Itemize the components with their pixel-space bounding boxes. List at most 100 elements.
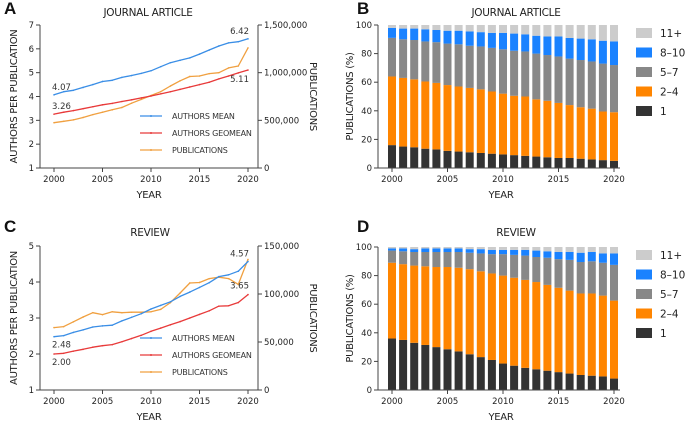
x-tick-label: 2000	[43, 175, 65, 185]
bar-segment-11plus	[465, 247, 474, 250]
x-tick-label: 2000	[381, 175, 403, 185]
chart-title: REVIEW	[130, 227, 170, 239]
panel-c: C REVIEW 1 2 3 4 5 0 50,000 100,000 150,000 2000 200…	[4, 217, 318, 423]
value-annotation: 4.57	[230, 249, 249, 259]
bar-segment-5-7	[510, 254, 519, 278]
y2-tick-label: 0	[264, 164, 269, 174]
y2-tick-label: 500,000	[264, 116, 299, 126]
bar-segment-11plus	[399, 247, 408, 249]
bar-segment-11plus	[532, 25, 541, 36]
bar-segment-1	[465, 152, 474, 168]
y-tick-label: 100	[356, 243, 372, 253]
bar-segment-8-10	[610, 253, 618, 265]
bar-segment-5-7	[543, 257, 552, 285]
y2-tick-label: 50,000	[264, 338, 294, 348]
bar-segment-5-7	[443, 252, 452, 268]
legend-label: 8–10	[660, 48, 685, 60]
data-point-authors-geomean	[130, 99, 133, 101]
y-axis-label: AUTHORS PER PUBLICATION	[9, 30, 20, 164]
legend-swatch	[636, 67, 652, 77]
data-point-authors-geomean	[179, 320, 181, 323]
bar-segment-11plus	[476, 247, 485, 250]
bar-segment-8-10	[432, 30, 441, 43]
bar-segment-1	[454, 151, 463, 168]
bar-segment-8-10	[565, 252, 574, 260]
data-point-publications	[247, 47, 249, 49]
bar-segment-2-4	[465, 87, 474, 153]
data-point-publications	[198, 281, 201, 284]
data-point-publications	[208, 277, 210, 280]
bar-segment-2-4	[499, 275, 507, 364]
bar-segment-8-10	[499, 32, 507, 50]
bar-segment-8-10	[587, 252, 596, 262]
bar-segment-1	[454, 351, 463, 390]
bar-segment-2-4	[454, 267, 463, 352]
bar-segment-2-4	[532, 282, 541, 370]
bar-segment-11plus	[554, 25, 563, 37]
data-point-authors-mean	[101, 325, 104, 327]
bar-segment-5-7	[399, 251, 408, 265]
data-point-authors-mean	[140, 72, 143, 75]
bar-segment-2-4	[598, 295, 607, 377]
x-tick-label: 2020	[603, 397, 625, 407]
data-point-authors-mean	[179, 295, 181, 298]
legend-label: 5–7	[660, 289, 679, 301]
bar-segment-2-4	[432, 267, 441, 348]
bar-segment-11plus	[454, 247, 463, 249]
series-line-authors-geomean	[53, 69, 249, 115]
bar-segment-5-7	[576, 262, 585, 294]
legend-label: 11+	[660, 28, 682, 40]
chart-title: REVIEW	[496, 227, 536, 239]
bar-segment-1	[521, 155, 530, 168]
bar-segment-2-4	[576, 107, 585, 159]
x-axis-label: YEAR	[135, 190, 161, 201]
y-tick-label: 3	[29, 314, 34, 324]
data-point-authors-mean	[237, 270, 240, 273]
data-point-authors-geomean	[237, 301, 240, 304]
data-point-publications	[140, 98, 143, 101]
bar-segment-11plus	[510, 25, 519, 34]
bar-segment-1	[410, 147, 419, 168]
bar-segment-5-7	[554, 56, 563, 103]
bar-segment-2-4	[410, 265, 419, 343]
data-point-authors-geomean	[140, 334, 143, 337]
data-point-authors-mean	[121, 320, 123, 322]
bar-segment-8-10	[421, 29, 430, 42]
bar-segment-1	[399, 146, 408, 168]
data-point-authors-mean	[130, 74, 133, 77]
bar-segment-8-10	[510, 33, 519, 51]
bar-segment-11plus	[554, 247, 563, 253]
data-point-publications	[53, 121, 55, 124]
bar-segment-8-10	[610, 41, 618, 66]
bar-segment-8-10	[476, 249, 485, 254]
bar-segment-1	[532, 369, 541, 390]
x-tick-label: 2000	[43, 397, 65, 407]
x-tick-label: 2010	[140, 175, 162, 185]
y-tick-label: 60	[361, 78, 372, 88]
bar-segment-5-7	[421, 252, 430, 267]
bar-segment-11plus	[610, 25, 618, 42]
y2-axis-label: PUBLICATIONS	[307, 62, 318, 131]
bar-segment-2-4	[465, 269, 474, 355]
bar-segment-11plus	[399, 25, 408, 29]
data-point-publications	[237, 283, 240, 286]
bar-segment-1	[543, 157, 552, 168]
legend-label: 2–4	[660, 309, 679, 321]
data-point-authors-mean	[150, 69, 152, 72]
bar-segment-8-10	[565, 37, 574, 59]
x-tick-label: 2010	[140, 397, 162, 407]
data-point-authors-geomean	[121, 340, 123, 343]
data-point-publications	[72, 321, 75, 323]
bar-segment-5-7	[565, 259, 574, 291]
y-tick-label: 1	[29, 386, 34, 396]
y-axis-label: PUBLICATIONS (%)	[345, 274, 356, 363]
data-point-authors-geomean	[227, 304, 230, 307]
y2-axis-label: PUBLICATIONS	[307, 284, 318, 353]
bar-segment-1	[421, 148, 430, 168]
y2-tick-label: 1,500,000	[264, 21, 307, 31]
x-tick-label: 2015	[189, 397, 211, 407]
bar-segment-2-4	[576, 293, 585, 375]
y-tick-label: 1	[29, 164, 34, 174]
panel-letter: C	[4, 217, 16, 236]
data-point-authors-geomean	[159, 93, 162, 95]
